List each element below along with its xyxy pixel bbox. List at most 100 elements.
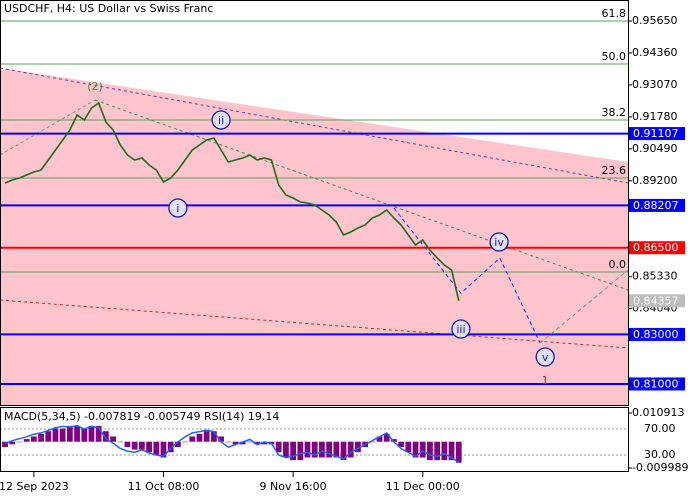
level-label: 0.86500 [633,241,679,254]
macd-bar [88,425,95,442]
indicator-panel [0,424,628,463]
y-tick-label: 0.94360 [632,46,678,59]
macd-bar [427,441,433,461]
fib-label: 50.0 [602,50,627,63]
wave-circle [168,198,188,218]
fib-label: 61.8 [602,7,627,20]
macd-bar [95,425,102,442]
chart-title: USDCHF, H4: US Dollar vs Swiss Franc [4,2,213,15]
macd-bar [189,436,196,442]
wave-circle [535,347,555,367]
level-box [629,198,685,212]
wave-circle [211,110,231,130]
macd-bar [167,441,174,453]
y2-tick-label: 70.00 [644,422,676,435]
macd-bar [232,441,239,445]
x-tick-label: 11 Dec 00:00 [386,480,460,493]
trend-line [0,67,629,184]
macd-bar [405,441,412,453]
rsi-line [4,424,460,463]
level-label: 0.91107 [633,127,679,140]
macd-bar [254,441,260,445]
macd-bar [290,441,296,461]
macd-bar [455,441,462,463]
macd-bar [110,436,116,442]
wave-label: ii [218,114,224,127]
macd-bar [340,441,347,461]
macd-bar [304,441,311,458]
fib-label: 23.6 [602,164,627,177]
level-label: 0.83000 [633,328,679,341]
macd-bar [369,441,376,443]
panel-border [0,407,629,472]
projection-line [539,269,629,344]
wave-label: v [542,351,549,364]
wave-label: iv [494,236,504,249]
channel [0,68,628,405]
x-tick-label: 11 Oct 08:00 [128,480,200,493]
macd-bar [247,441,253,443]
panel-border [0,0,629,406]
wave-label: i [176,202,179,215]
macd-bar [153,441,160,455]
y2-tick-label: 30.00 [644,448,676,461]
y-tick-label: -0.009989 [632,461,688,474]
macd-bar [196,433,203,442]
macd-bar [419,441,426,458]
macd-bar [131,441,138,450]
macd-bar [355,441,361,453]
y-tick-label: 0.85330 [632,270,678,283]
macd-bar [275,441,282,453]
macd-bar [81,428,88,442]
wave-circle [451,319,471,339]
level-box [629,294,685,308]
y-tick-label: 0.89200 [632,174,678,187]
level-label: 0.88207 [633,199,679,212]
macd-bar [23,439,30,442]
macd-bar [146,441,152,453]
y-tick-label: 0.95650 [632,14,678,27]
macd-bar [16,441,23,443]
macd-bar [66,425,73,442]
indicator-title: MACD(5,34,5) -0.007819 -0.005749 RSI(14)… [4,410,279,423]
y-tick-label: 0.93070 [632,78,678,91]
wave-label: 1 [542,374,549,387]
macd-bar [45,431,52,442]
macd-bar [376,436,383,442]
y-tick-label: 0.90490 [632,142,678,155]
macd-bar [383,433,390,442]
macd-bar [398,441,405,447]
macd-bar [326,441,333,458]
x-tick-label: 9 Nov 16:00 [260,480,327,493]
level-box [629,327,685,341]
trend-line [0,99,96,156]
macd-bar [391,439,397,442]
macd-bar [160,441,167,458]
macd-bar [38,433,44,442]
macd-bar [9,441,16,445]
macd-bar [225,441,232,443]
macd-bar [319,441,325,458]
macd-bar [239,441,246,445]
level-box [629,127,685,141]
macd-bar [203,431,210,442]
trend-line [0,299,629,349]
level-box [629,377,685,391]
level-label: 0.84357 [633,294,679,307]
macd-bar [333,441,340,458]
macd-bar [74,425,80,442]
macd-bar [211,431,217,442]
wave-label: (2) [87,80,103,93]
macd-bar [59,428,66,442]
macd-bar [297,441,304,461]
price-line [4,101,460,301]
level-box [629,241,685,255]
macd-bar [261,441,268,445]
level-label: 0.81000 [633,377,679,390]
macd-bar [441,441,448,461]
macd-bar [30,436,37,442]
macd-bar [434,441,441,461]
macd-bar [182,441,188,443]
